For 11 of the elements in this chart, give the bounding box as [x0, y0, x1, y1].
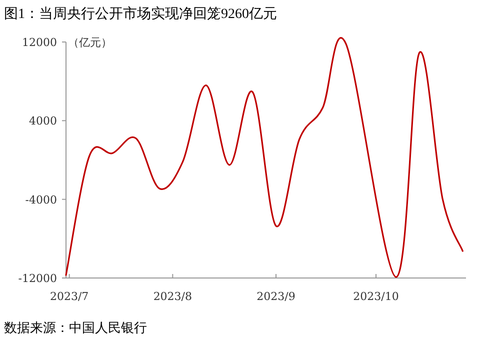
x-tick-label: 2023/10 — [353, 290, 399, 303]
x-tick-label: 2023/9 — [256, 290, 296, 303]
y-axis-title: （亿元） — [68, 37, 112, 49]
y-tick-label: 4000 — [29, 114, 57, 128]
y-tick-label: -12000 — [18, 272, 57, 285]
chart-title: 图1：当周央行公开市场实现净回笼9260亿元 — [4, 6, 277, 22]
y-tick-label: 12000 — [22, 36, 57, 49]
y-tick-label: -4000 — [25, 193, 57, 206]
x-tick-label: 2023/8 — [153, 290, 192, 303]
source-note: 数据来源：中国人民银行 — [4, 320, 147, 335]
x-tick-label: 2023/7 — [50, 290, 89, 303]
